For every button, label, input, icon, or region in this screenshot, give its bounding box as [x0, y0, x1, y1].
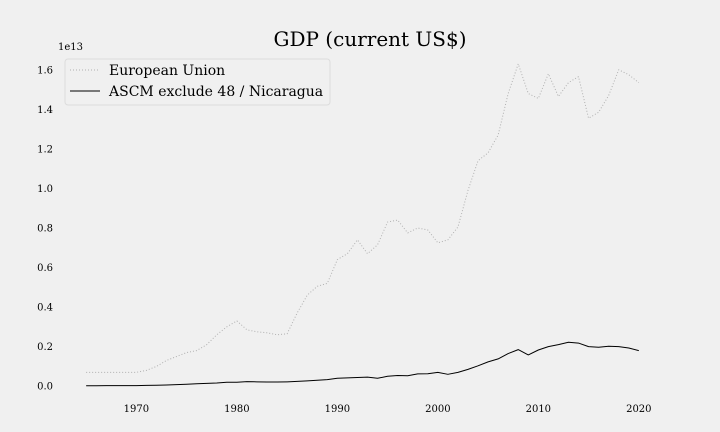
x-tick-label: 1980 — [224, 404, 249, 415]
legend-label-ascm-nicaragua: ASCM exclude 48 / Nicaragua — [108, 84, 323, 100]
y-tick-label: 1.4 — [37, 105, 53, 116]
y-tick-label: 0.0 — [37, 382, 53, 393]
x-tick-label: 2000 — [425, 404, 450, 415]
y-tick-label: 1.6 — [37, 65, 53, 76]
legend-box — [64, 58, 331, 106]
x-axis-ticks: 1970 1980 1990 2000 2010 2020 — [124, 404, 652, 415]
series-line-ascm-nicaragua — [86, 341, 639, 387]
y-tick-label: 0.2 — [37, 342, 53, 353]
chart-title: GDP (current US$) — [273, 27, 466, 51]
y-tick-label: 1.0 — [37, 184, 53, 195]
y-tick-label: 1.2 — [37, 144, 53, 155]
legend: European Union ASCM exclude 48 / Nicarag… — [64, 58, 331, 106]
y-tick-label: 0.4 — [37, 303, 53, 314]
series-lines — [86, 63, 640, 387]
y-axis-offset-label: 1e13 — [58, 42, 83, 53]
x-tick-label: 1970 — [124, 404, 149, 415]
legend-label-european-union: European Union — [109, 63, 225, 79]
y-tick-label: 0.8 — [37, 223, 53, 234]
x-tick-label: 2020 — [626, 404, 651, 415]
x-tick-label: 1990 — [325, 404, 350, 415]
y-axis-ticks: 0.0 0.2 0.4 0.6 0.8 1.0 1.2 1.4 1.6 — [37, 65, 53, 392]
y-tick-label: 0.6 — [37, 263, 53, 274]
x-tick-label: 2010 — [526, 404, 551, 415]
